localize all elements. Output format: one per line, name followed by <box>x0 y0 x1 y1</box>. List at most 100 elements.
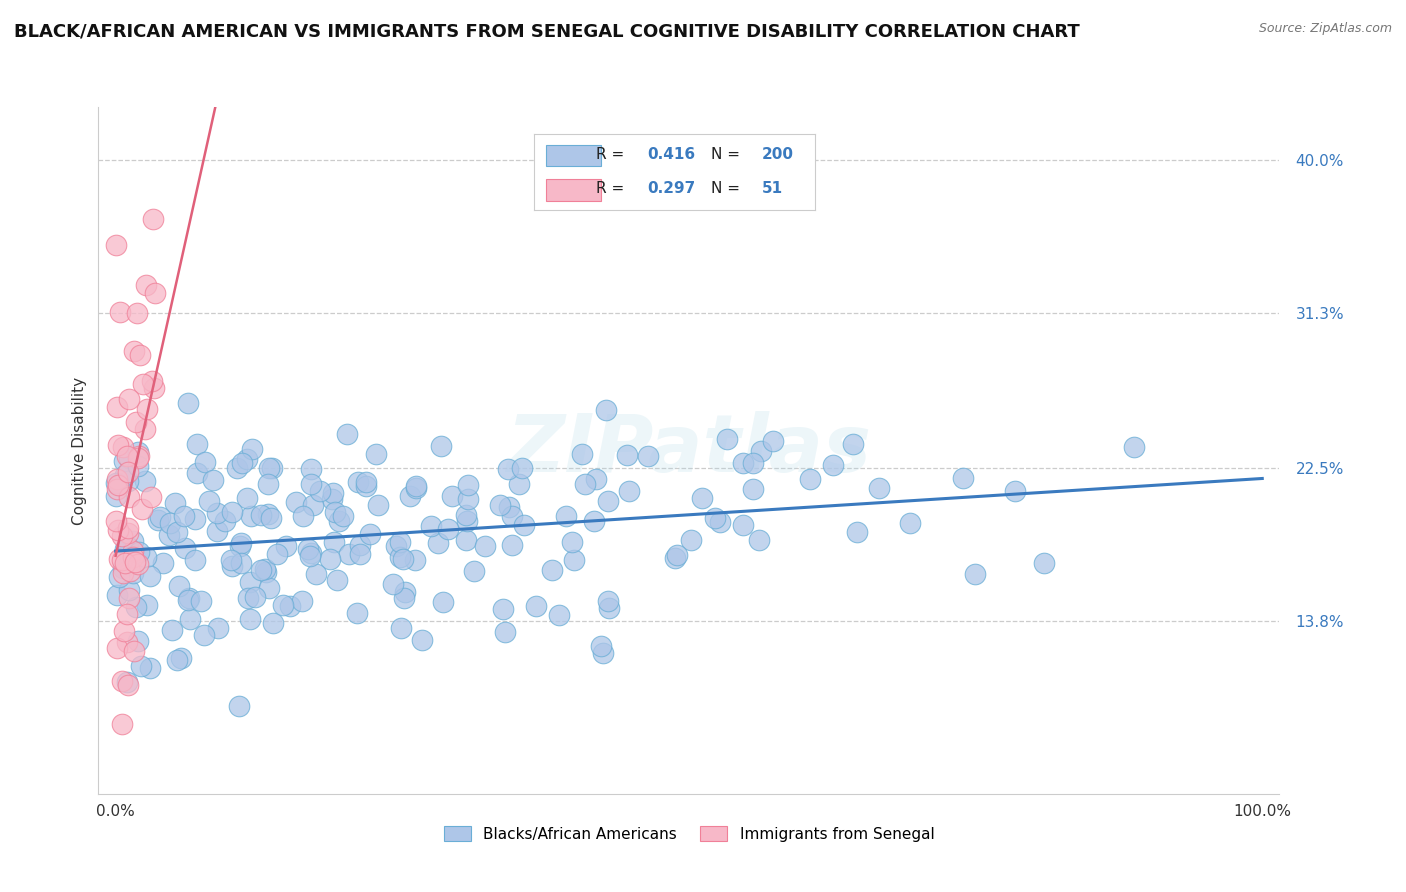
Point <box>799 472 821 486</box>
Text: N =: N = <box>711 181 741 196</box>
Point <box>190 594 212 608</box>
Point <box>225 461 247 475</box>
Point <box>562 553 585 567</box>
Point <box>291 594 314 608</box>
Point <box>117 521 139 535</box>
Point <box>105 472 128 486</box>
Point <box>127 445 149 459</box>
Point <box>868 482 890 496</box>
Point <box>436 523 458 537</box>
Point <box>457 492 479 507</box>
Point <box>117 475 139 489</box>
Point <box>679 533 702 547</box>
Point <box>359 527 381 541</box>
Point <box>742 456 765 470</box>
Point <box>122 343 145 358</box>
Point <box>494 624 516 639</box>
Point <box>349 538 371 552</box>
Point <box>112 624 135 638</box>
Point <box>122 566 145 580</box>
Point <box>440 489 463 503</box>
Point <box>117 465 139 479</box>
Point <box>122 543 145 558</box>
Point <box>457 477 479 491</box>
Point <box>114 467 136 482</box>
Point <box>152 556 174 570</box>
Point <box>349 547 371 561</box>
Point <box>127 451 149 466</box>
Point <box>127 557 149 571</box>
Point <box>742 482 765 496</box>
Point <box>107 438 129 452</box>
Point <box>105 641 128 656</box>
Point <box>194 455 217 469</box>
Point <box>346 475 368 489</box>
Point <box>134 421 156 435</box>
Point <box>733 456 755 470</box>
Point <box>111 552 134 566</box>
Point <box>456 514 478 528</box>
Point <box>508 477 530 491</box>
Point <box>491 601 513 615</box>
Point <box>170 651 193 665</box>
Point <box>115 635 138 649</box>
Point <box>426 536 449 550</box>
Point <box>138 661 160 675</box>
Text: R =: R = <box>596 181 630 196</box>
Point <box>117 526 139 541</box>
Point <box>498 462 520 476</box>
Point <box>197 493 219 508</box>
Point <box>139 490 162 504</box>
Point <box>112 454 135 468</box>
Point <box>240 442 263 456</box>
Point <box>690 491 713 505</box>
Point <box>382 577 405 591</box>
Point <box>405 479 427 493</box>
Point <box>160 623 183 637</box>
Point <box>301 499 323 513</box>
Point <box>1033 557 1056 571</box>
Text: N =: N = <box>711 147 741 161</box>
Point <box>135 549 157 564</box>
Text: ZIPatlas: ZIPatlas <box>506 411 872 490</box>
Point <box>201 473 224 487</box>
Point <box>184 553 207 567</box>
Point <box>510 461 533 475</box>
Point <box>1004 483 1026 498</box>
Point <box>297 542 319 557</box>
Point <box>184 512 207 526</box>
Point <box>105 401 128 415</box>
Point <box>107 478 129 492</box>
Point <box>323 505 346 519</box>
Point <box>177 591 200 605</box>
Point <box>354 479 377 493</box>
Point <box>132 376 155 391</box>
Point <box>167 579 190 593</box>
Point <box>583 514 606 528</box>
Point <box>124 555 146 569</box>
Point <box>118 451 141 466</box>
Point <box>136 402 159 417</box>
Point <box>250 563 273 577</box>
Point <box>117 540 139 554</box>
Point <box>205 524 228 538</box>
Text: 0.297: 0.297 <box>647 181 695 196</box>
Point <box>236 591 259 606</box>
Point <box>127 458 149 473</box>
Point <box>762 434 785 449</box>
Point <box>107 570 129 584</box>
Point <box>326 574 349 588</box>
Point <box>193 628 215 642</box>
Point <box>134 474 156 488</box>
Point <box>240 508 263 523</box>
Point <box>256 477 278 491</box>
Point <box>108 552 131 566</box>
Point <box>142 381 165 395</box>
Point <box>139 569 162 583</box>
Point <box>749 443 772 458</box>
Point <box>105 238 128 252</box>
Point <box>166 524 188 539</box>
Point <box>666 548 689 562</box>
Point <box>637 449 659 463</box>
Point <box>117 392 139 406</box>
